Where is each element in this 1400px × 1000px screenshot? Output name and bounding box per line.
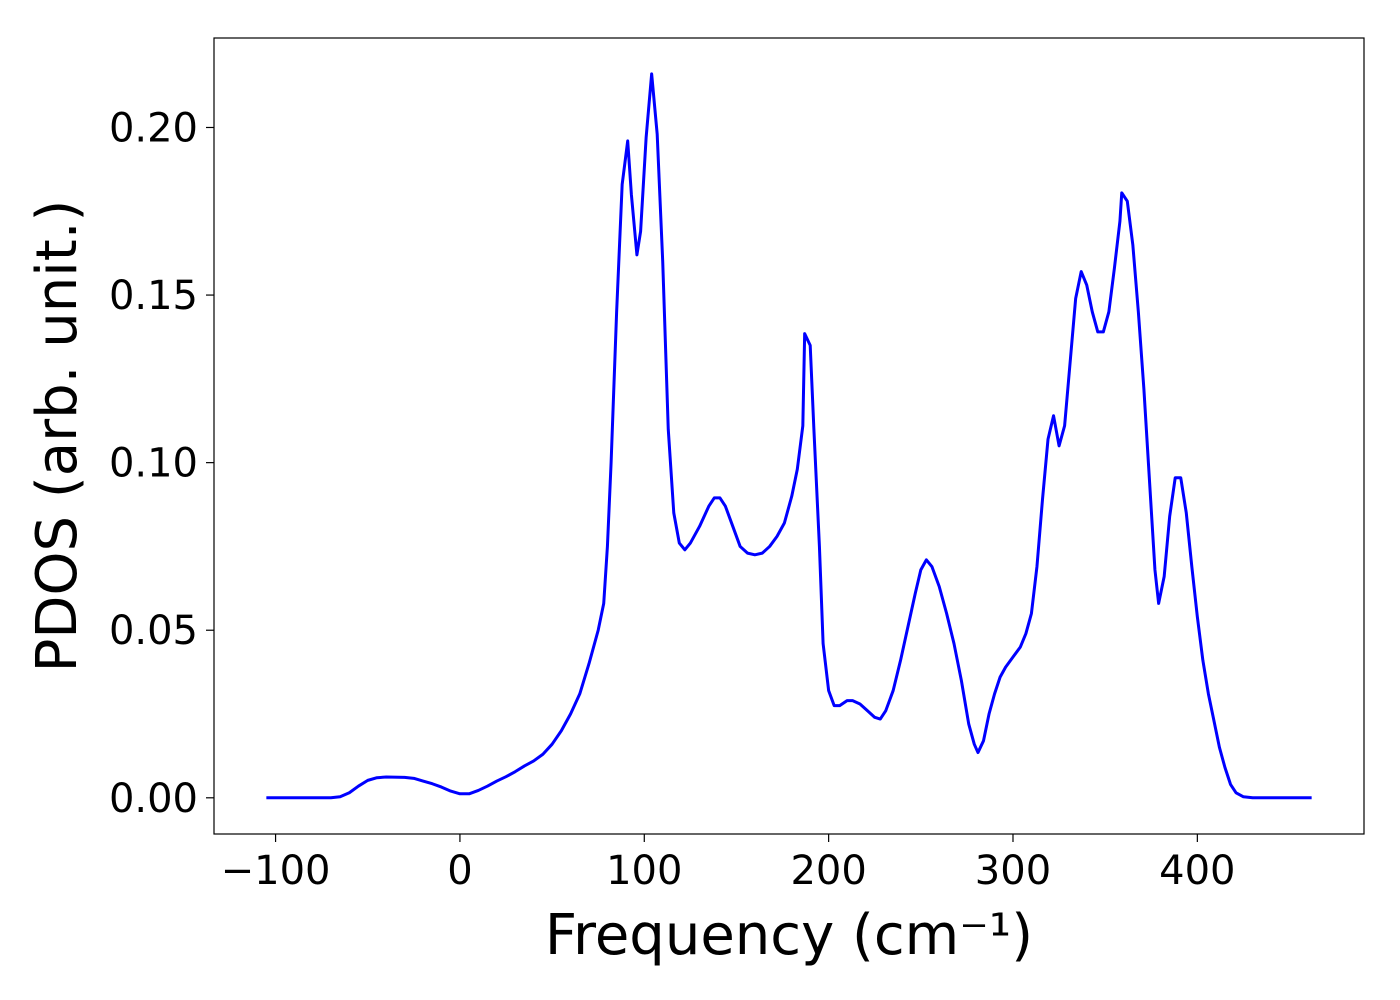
x-tick-label: 400: [1159, 848, 1235, 894]
y-tick-label: 0.15: [109, 273, 198, 319]
x-tick-label: 0: [447, 848, 472, 894]
y-axis-label: PDOS (arb. unit.): [25, 200, 90, 673]
x-tick-label: −100: [221, 848, 331, 894]
x-tick-label: 100: [606, 848, 682, 894]
y-tick-label: 0.20: [109, 105, 198, 151]
x-tick-label: 200: [790, 848, 866, 894]
y-tick-label: 0.00: [109, 776, 198, 822]
y-tick-label: 0.05: [109, 608, 198, 654]
y-tick-label: 0.10: [109, 441, 198, 487]
line-series: [266, 72, 1312, 800]
x-tick-label: 300: [975, 848, 1051, 894]
x-axis-label: Frequency (cm⁻¹): [545, 903, 1033, 968]
plot-frame: [213, 37, 1365, 835]
